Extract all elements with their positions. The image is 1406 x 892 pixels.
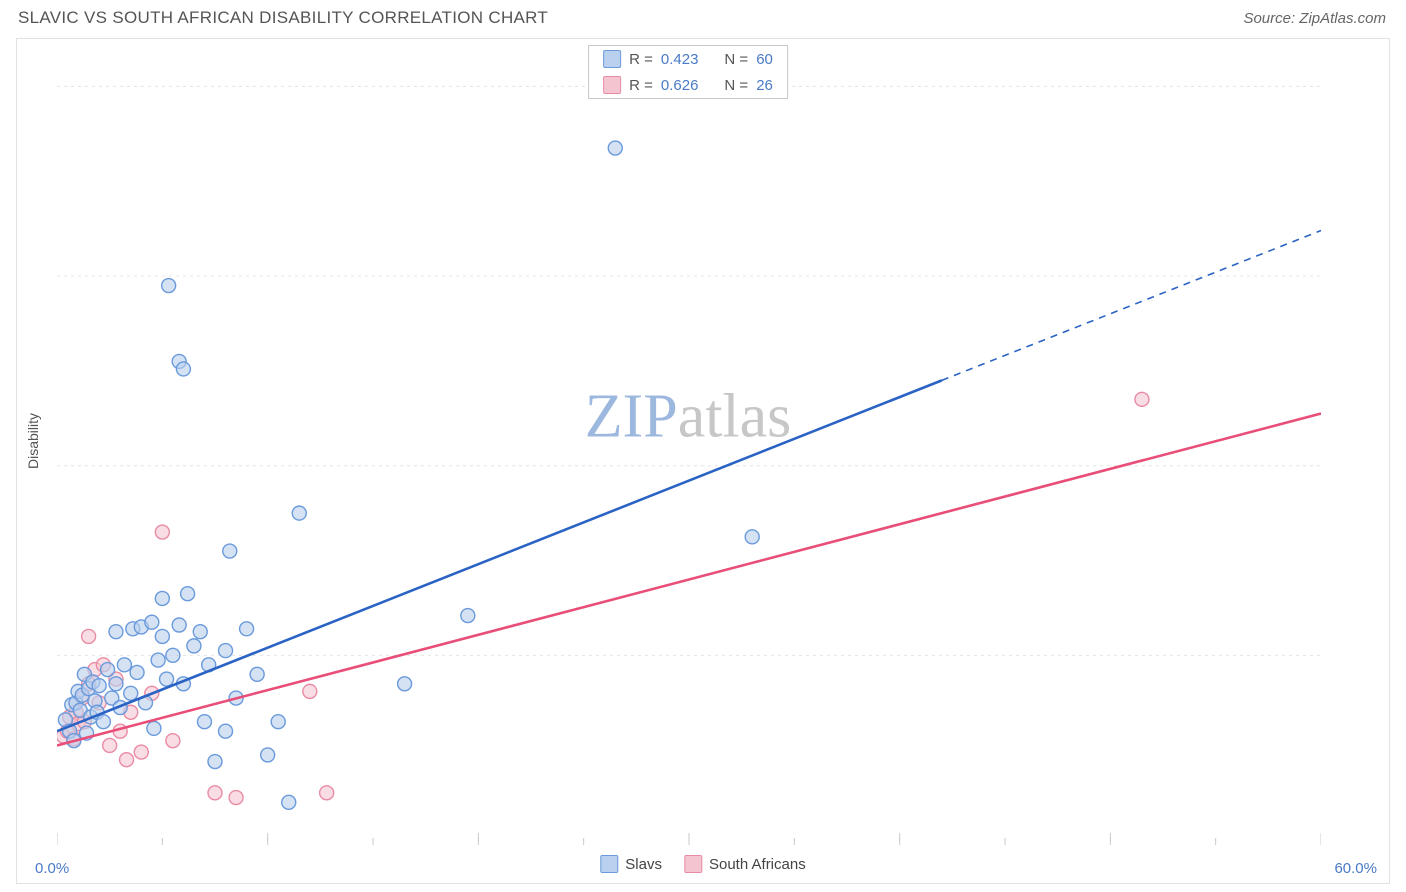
chart-container: Disability 20.0%40.0%60.0%80.0% ZIPatlas… — [16, 38, 1390, 884]
swatch-slavs — [600, 855, 618, 873]
legend-label-south-africans: South Africans — [709, 856, 806, 873]
swatch-south-africans — [684, 855, 702, 873]
x-axis-max-label: 60.0% — [1334, 860, 1377, 877]
series-legend: Slavs South Africans — [600, 855, 805, 873]
legend-label-slavs: Slavs — [625, 856, 662, 873]
correlation-legend: R = 0.423N = 60R = 0.626N = 26 — [588, 45, 788, 99]
source-attribution: Source: ZipAtlas.com — [1243, 10, 1386, 27]
legend-item-slavs: Slavs — [600, 855, 662, 873]
y-axis-label: Disability — [25, 413, 41, 469]
legend-item-south-africans: South Africans — [684, 855, 806, 873]
scatter-svg: 20.0%40.0%60.0%80.0% — [57, 39, 1321, 845]
chart-title: SLAVIC VS SOUTH AFRICAN DISABILITY CORRE… — [18, 8, 548, 28]
plot-area: Disability 20.0%40.0%60.0%80.0% ZIPatlas… — [57, 39, 1319, 843]
x-axis-min-label: 0.0% — [35, 860, 69, 877]
